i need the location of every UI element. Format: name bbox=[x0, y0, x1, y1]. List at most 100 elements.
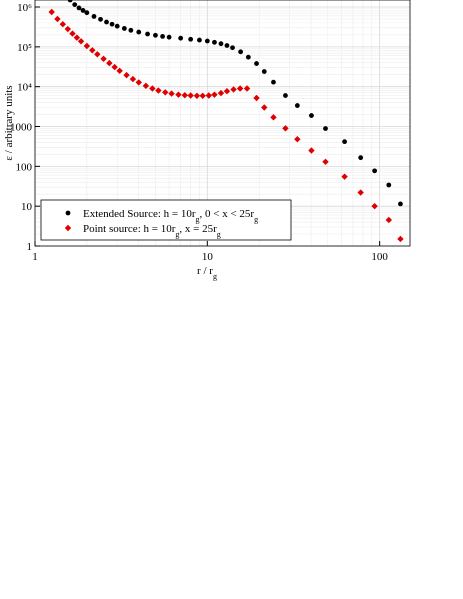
point bbox=[218, 41, 224, 47]
point bbox=[98, 16, 103, 22]
point bbox=[91, 14, 97, 19]
point bbox=[309, 113, 314, 118]
point bbox=[187, 92, 194, 99]
y-tick-label: 1 bbox=[27, 241, 33, 253]
point bbox=[385, 216, 393, 224]
point bbox=[129, 75, 137, 83]
point bbox=[136, 29, 142, 35]
point bbox=[168, 90, 175, 97]
point bbox=[123, 71, 130, 79]
point bbox=[217, 89, 225, 97]
y-tick-label: 1000 bbox=[10, 122, 33, 134]
point bbox=[155, 87, 162, 94]
point bbox=[230, 45, 235, 51]
x-axis-label: r / rg bbox=[197, 265, 217, 281]
point bbox=[342, 139, 347, 145]
legend-label: Extended Source: h = 10rg, 0 < x < 25rg bbox=[83, 208, 258, 224]
point bbox=[270, 114, 277, 121]
point bbox=[230, 86, 237, 93]
point bbox=[73, 34, 81, 41]
point bbox=[294, 136, 301, 143]
point bbox=[111, 63, 118, 71]
point bbox=[116, 67, 123, 75]
point bbox=[106, 59, 113, 67]
point bbox=[308, 147, 315, 154]
point bbox=[236, 85, 244, 92]
point bbox=[114, 23, 120, 29]
y-tick-label: 10⁵ bbox=[17, 42, 32, 54]
point bbox=[386, 182, 392, 188]
point bbox=[205, 92, 213, 99]
point bbox=[223, 87, 231, 95]
plot-frame bbox=[34, 0, 411, 247]
point bbox=[283, 93, 288, 98]
point bbox=[149, 85, 156, 92]
point bbox=[397, 235, 404, 243]
point bbox=[188, 36, 194, 42]
point bbox=[83, 42, 91, 50]
point bbox=[128, 27, 134, 33]
point bbox=[212, 39, 217, 45]
point bbox=[294, 103, 300, 108]
point bbox=[104, 19, 109, 25]
y-tick-label: 100 bbox=[16, 161, 33, 173]
point bbox=[175, 91, 182, 98]
point bbox=[204, 38, 210, 44]
point bbox=[398, 201, 403, 207]
point bbox=[121, 26, 127, 31]
y-axis-label: ε / arbitrary units bbox=[3, 85, 15, 160]
legend-marker bbox=[65, 210, 71, 216]
point bbox=[153, 32, 158, 38]
legend-marker bbox=[64, 224, 72, 232]
point bbox=[145, 31, 150, 37]
point bbox=[371, 202, 378, 210]
legend-label: Point source: h = 10rg, x = 25rg bbox=[83, 223, 221, 239]
point bbox=[211, 91, 218, 98]
point bbox=[253, 94, 260, 102]
point bbox=[199, 92, 206, 100]
point bbox=[76, 5, 82, 11]
point bbox=[323, 126, 328, 131]
point bbox=[341, 173, 348, 180]
point bbox=[142, 82, 150, 90]
point bbox=[77, 38, 85, 45]
x-tick-label: 1 bbox=[32, 251, 38, 263]
point bbox=[67, 0, 73, 3]
legend-box bbox=[40, 199, 292, 241]
point bbox=[372, 168, 378, 174]
point bbox=[59, 21, 67, 28]
point bbox=[166, 34, 172, 40]
point bbox=[322, 158, 329, 165]
point bbox=[178, 35, 184, 41]
y-tick-label: 10⁴ bbox=[17, 82, 32, 94]
point bbox=[271, 79, 276, 85]
x-tick-label: 10 bbox=[202, 251, 214, 263]
point bbox=[48, 8, 55, 16]
point bbox=[69, 30, 76, 37]
point bbox=[243, 85, 251, 92]
point bbox=[193, 92, 201, 100]
point bbox=[245, 54, 251, 60]
point bbox=[160, 33, 165, 39]
y-tick-label: 10⁶ bbox=[17, 2, 32, 14]
points bbox=[48, 0, 404, 243]
point bbox=[282, 125, 289, 132]
point bbox=[64, 25, 71, 33]
point bbox=[261, 104, 268, 111]
point bbox=[109, 21, 115, 27]
point bbox=[94, 51, 101, 58]
point bbox=[357, 189, 364, 196]
point bbox=[238, 49, 244, 55]
y-tick-label: 10 bbox=[21, 201, 33, 213]
point bbox=[261, 69, 267, 74]
point bbox=[197, 37, 202, 43]
point bbox=[358, 155, 364, 161]
point bbox=[224, 43, 230, 48]
point bbox=[80, 8, 86, 13]
point bbox=[254, 61, 259, 66]
point bbox=[181, 92, 188, 99]
point bbox=[54, 15, 61, 23]
point bbox=[162, 89, 169, 96]
point bbox=[84, 10, 90, 16]
